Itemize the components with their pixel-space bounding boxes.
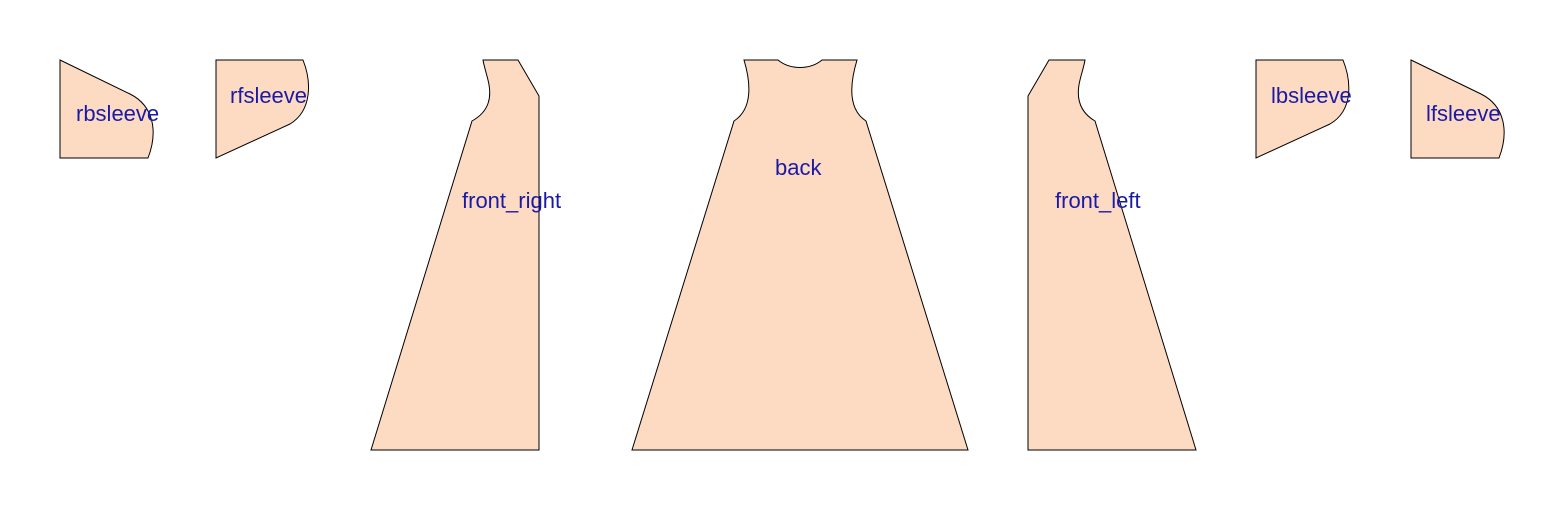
back-label: back	[775, 155, 822, 180]
piece-front-left: front_left	[1027, 59, 1197, 451]
lfsleeve-shape	[1410, 59, 1505, 159]
piece-lfsleeve: lfsleeve	[1410, 59, 1505, 159]
front-right-label: front_right	[462, 188, 561, 213]
front-left-shape	[1027, 59, 1197, 451]
front-right-shape	[370, 59, 540, 451]
piece-rfsleeve: rfsleeve	[215, 59, 309, 159]
back-shape	[631, 59, 969, 451]
rfsleeve-label: rfsleeve	[230, 83, 307, 108]
front-left-label: front_left	[1055, 188, 1141, 213]
piece-back: back	[631, 59, 969, 451]
lfsleeve-label: lfsleeve	[1426, 101, 1501, 126]
lbsleeve-label: lbsleeve	[1271, 83, 1352, 108]
rbsleeve-shape	[59, 59, 154, 159]
piece-lbsleeve: lbsleeve	[1255, 59, 1352, 159]
piece-front-right: front_right	[370, 59, 561, 451]
piece-rbsleeve: rbsleeve	[59, 59, 159, 159]
rbsleeve-label: rbsleeve	[76, 101, 159, 126]
rfsleeve-shape	[215, 59, 309, 159]
lbsleeve-shape	[1255, 59, 1350, 159]
